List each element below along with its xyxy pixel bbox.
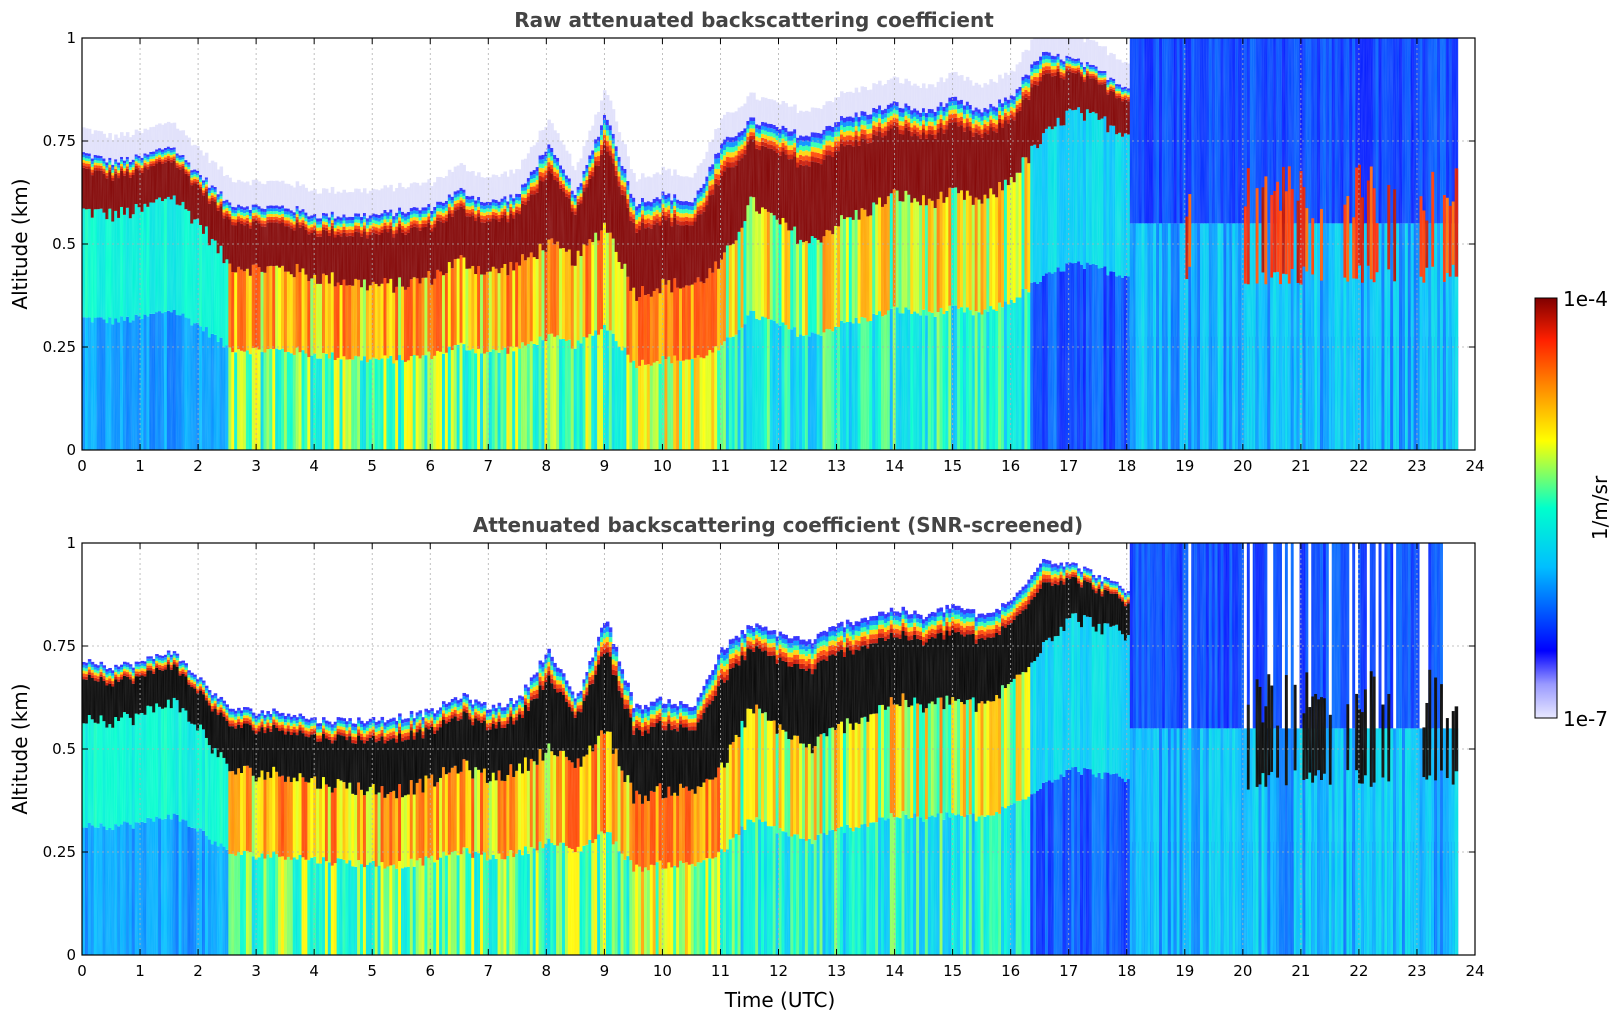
y-axis: 0 0.25 0.5 0.75 1 [43, 29, 1475, 459]
x-tick-label: 13 [827, 457, 846, 475]
x-tick-label: 9 [600, 457, 610, 475]
panel-title: Raw attenuated backscattering coefficien… [514, 8, 994, 32]
raw-backscatter-panel: Raw attenuated backscattering coefficien… [8, 8, 1485, 475]
x-tick-label: 6 [425, 457, 435, 475]
x-tick-label: 16 [1001, 457, 1020, 475]
x-tick-label: 18 [1117, 457, 1136, 475]
x-tick-label: 3 [251, 457, 261, 475]
y-tick-label: 0 [66, 441, 76, 459]
y-tick-label: 1 [66, 29, 76, 47]
x-tick-label: 17 [1059, 457, 1078, 475]
x-tick-label: 20 [1233, 457, 1252, 475]
x-tick-label: 23 [1407, 457, 1426, 475]
x-tick-label: 5 [367, 457, 377, 475]
x-tick-label: 4 [309, 457, 319, 475]
x-tick-label: 11 [711, 457, 730, 475]
panel-title: Attenuated backscattering coefficient (S… [473, 513, 1083, 537]
x-tick-label: 14 [885, 457, 904, 475]
x-tick-label: 1 [135, 457, 145, 475]
x-axis: 0 1 2 3 4 5 6 7 8 9 10 11 12 13 14 15 16 17 18 19 20 21 22 23 24 [77, 38, 1485, 475]
x-tick-label: 19 [1175, 457, 1194, 475]
x-tick-label: 12 [769, 457, 788, 475]
x-tick-label: 7 [484, 457, 494, 475]
y-axis-label: Altitude (km) [8, 178, 32, 309]
snr-screened-panel: Attenuated backscattering coefficient (S… [8, 513, 1485, 1012]
y-tick-label: 0.5 [52, 235, 76, 253]
x-tick-label: 24 [1465, 457, 1484, 475]
y-tick-label: 0.25 [43, 338, 76, 356]
x-tick-label: 2 [193, 457, 203, 475]
x-tick-label: 8 [542, 457, 552, 475]
x-tick-label: 22 [1349, 457, 1368, 475]
x-tick-label: 0 [77, 457, 87, 475]
x-tick-label: 10 [653, 457, 672, 475]
y-tick-label: 0.75 [43, 132, 76, 150]
x-tick-label: 15 [943, 457, 962, 475]
grid-lines [82, 38, 1475, 450]
x-tick-label: 21 [1291, 457, 1310, 475]
